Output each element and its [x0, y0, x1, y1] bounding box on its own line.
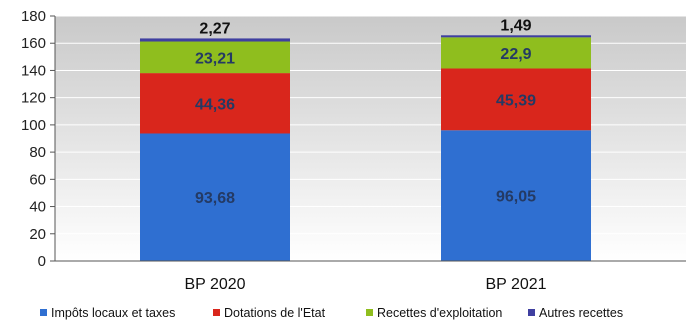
y-tick-label: 20: [29, 226, 46, 243]
bar-autres-recettes-bp-2021: [441, 35, 591, 38]
y-tick-label: 60: [29, 171, 46, 188]
data-label: 22,9: [500, 46, 531, 63]
legend-label: Impôts locaux et taxes: [51, 306, 175, 320]
x-category-label: BP 2021: [485, 276, 546, 293]
bar-recettes-d-exploitation-bp-2021: [441, 37, 591, 69]
bar-dotations-de-l-etat-bp-2020: [140, 73, 290, 134]
bar-impots-locaux-et-taxes-bp-2020: [140, 133, 290, 261]
bar-autres-recettes-bp-2020: [140, 38, 290, 42]
x-axis-labels: BP 2020 BP 2021: [184, 276, 546, 293]
axes: [54, 16, 686, 262]
legend-swatch: [213, 309, 220, 316]
data-label: 1,49: [500, 17, 531, 34]
legend-swatch: [366, 309, 373, 316]
bars: 93,68 44,36 23,21 2,27 96,05 45,39 22,9 1,49: [140, 17, 591, 261]
legend-swatch: [40, 309, 47, 316]
legend-label: Recettes d'exploitation: [377, 306, 502, 320]
legend: Impôts locaux et taxes Dotations de l'Eta…: [40, 306, 623, 320]
data-label: 23,21: [195, 50, 235, 67]
y-tick-label: 100: [21, 117, 46, 134]
legend-label: Autres recettes: [539, 306, 623, 320]
y-tick-label: 0: [38, 253, 46, 270]
bar-impots-locaux-et-taxes-bp-2021: [441, 130, 591, 261]
data-label: 44,36: [195, 96, 235, 113]
legend-label: Dotations de l'Etat: [224, 306, 326, 320]
legend-swatch: [528, 309, 535, 316]
y-tick-label: 80: [29, 144, 46, 161]
y-tick-label: 40: [29, 199, 46, 216]
bar-dotations-de-l-etat-bp-2021: [441, 68, 591, 131]
y-tick-label: 180: [21, 8, 46, 25]
y-tick-label: 160: [21, 35, 46, 52]
data-label: 93,68: [195, 190, 235, 207]
data-label: 2,27: [199, 20, 230, 37]
bar-recettes-d-exploitation-bp-2020: [140, 41, 290, 74]
y-axis-ticks: 0 20 40 60 80 100 120 140 160 180: [21, 8, 55, 270]
x-category-label: BP 2020: [184, 276, 245, 293]
data-label: 96,05: [496, 189, 536, 206]
data-label: 45,39: [496, 92, 536, 109]
y-tick-label: 140: [21, 62, 46, 79]
y-tick-label: 120: [21, 90, 46, 107]
